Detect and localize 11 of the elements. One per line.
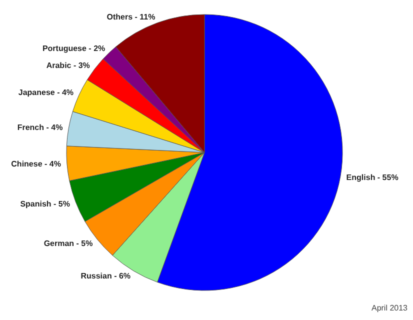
text: April 2013 [371, 304, 408, 312]
slice-label: Spanish - 5% [20, 199, 70, 208]
slice-label: Others - 11% [106, 12, 156, 22]
slice-label: Russian - 6% [80, 272, 131, 281]
slice-label: English - 55% [346, 173, 398, 182]
slice-label: Arabic - 3% [46, 60, 90, 70]
slice-label: Chinese - 4% [11, 159, 61, 168]
slice-label: Portuguese - 2% [42, 44, 106, 53]
slice-label: German - 5% [44, 238, 93, 248]
slice-label: French - 4% [17, 122, 63, 132]
slice-label: Japanese - 4% [18, 88, 74, 98]
